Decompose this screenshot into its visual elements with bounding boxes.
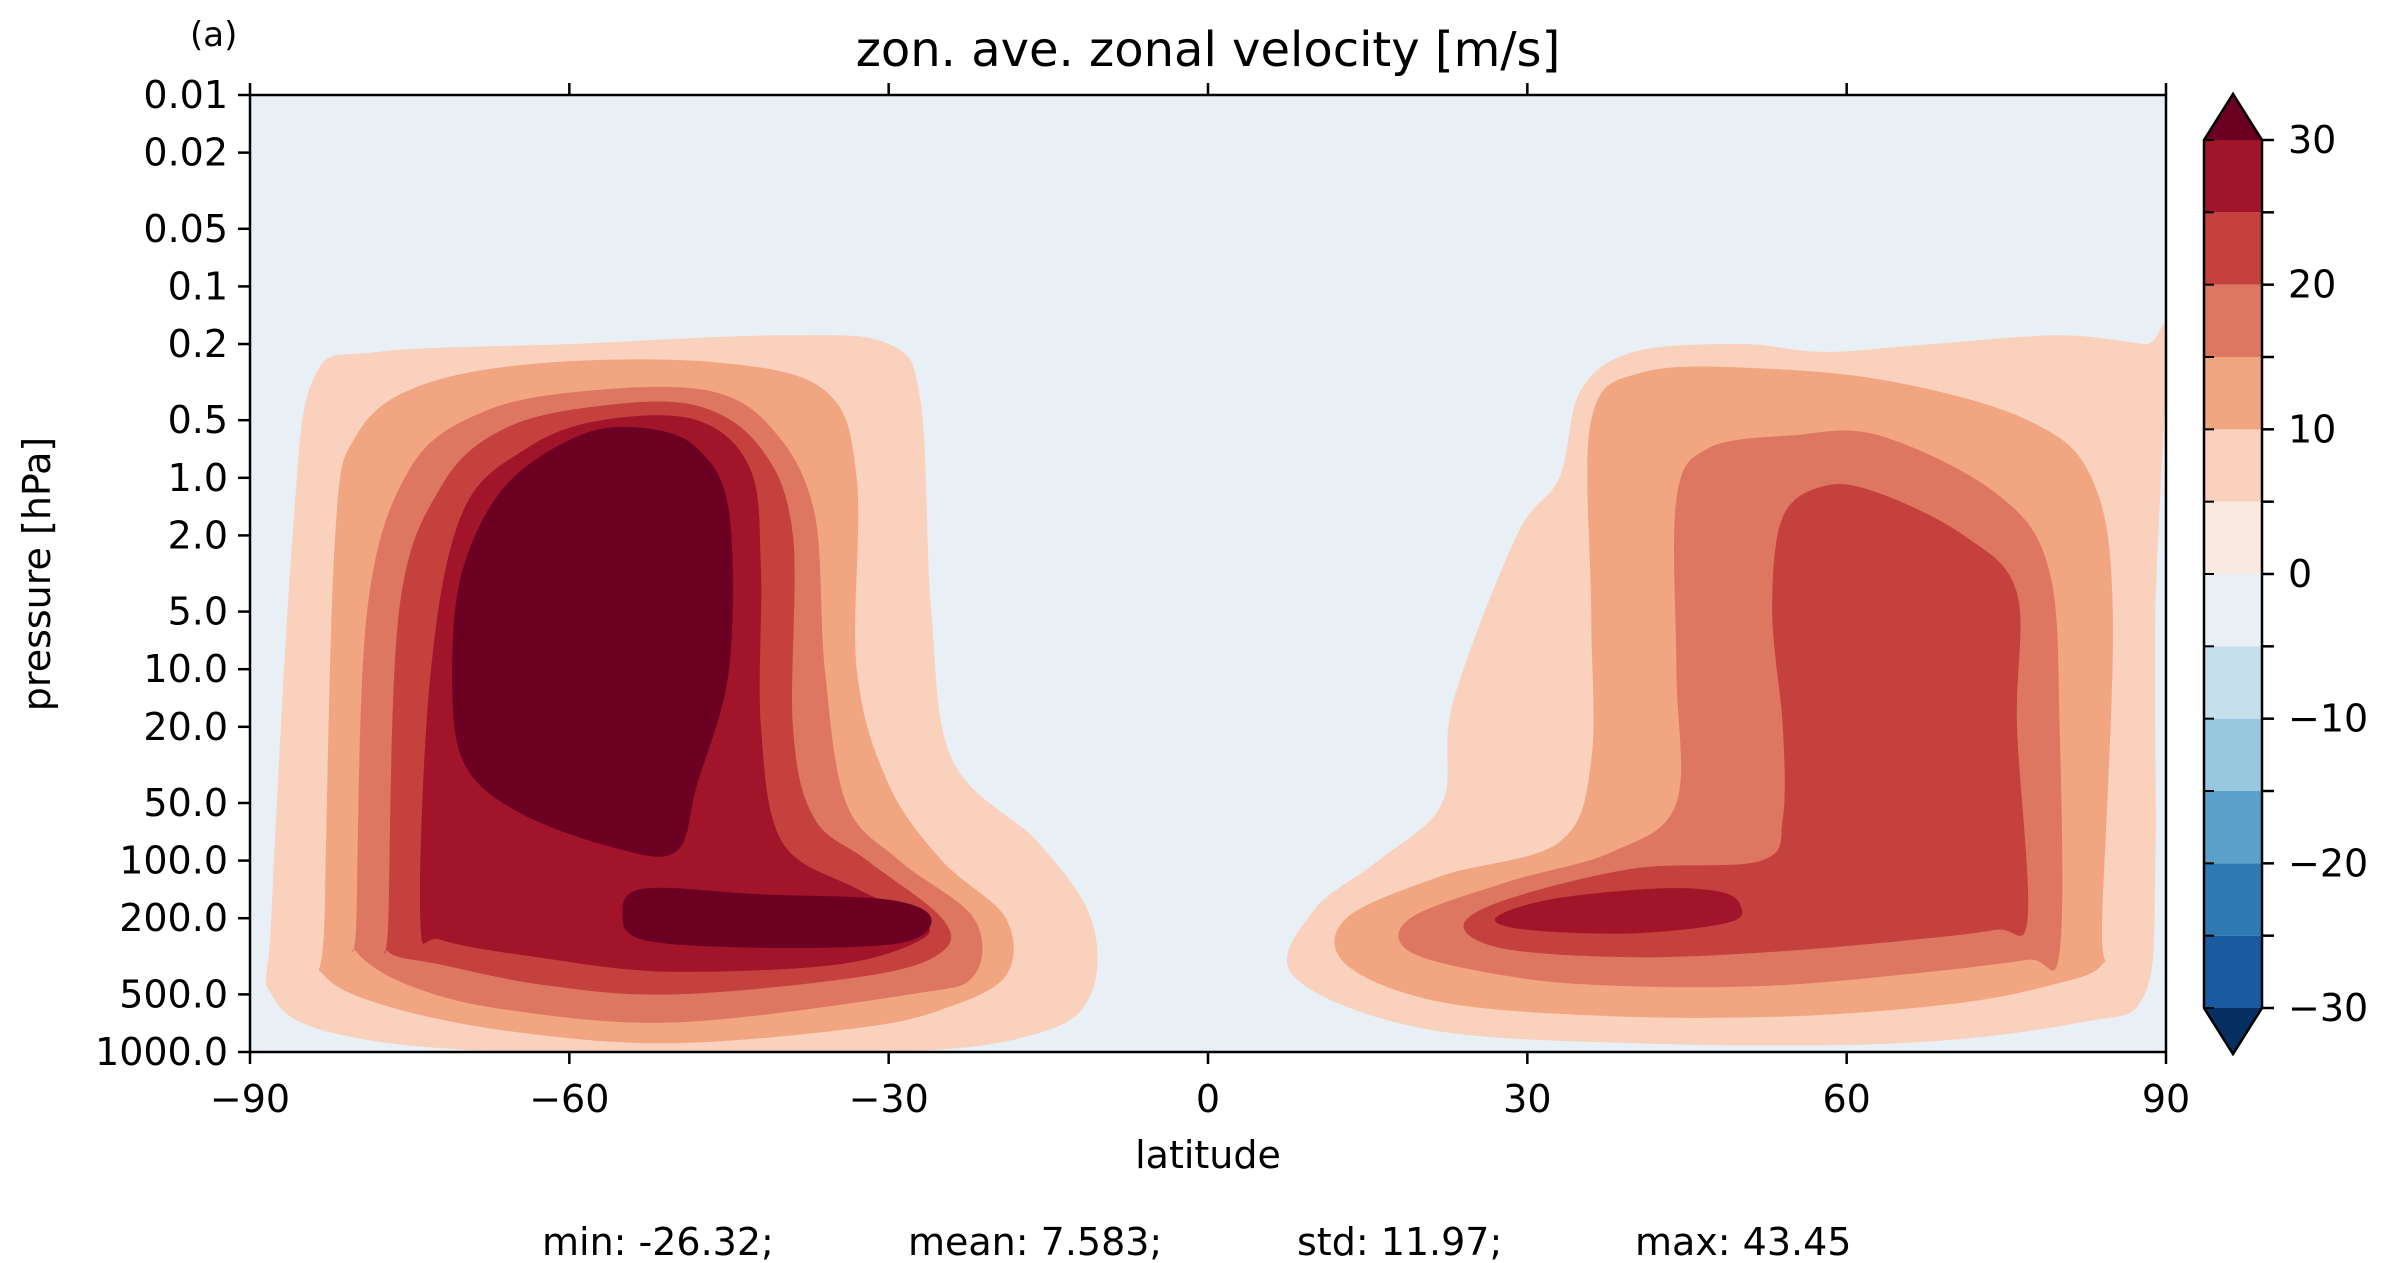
y-tick-label: 0.01 — [143, 73, 228, 117]
x-axis-ticks: −90 −60 −30 0 30 60 90 — [210, 83, 2190, 1121]
colorbar-band — [2204, 574, 2262, 647]
plot-area — [250, 95, 2166, 1052]
contour-region-20 — [1463, 483, 2029, 958]
x-tick-label: 60 — [1822, 1077, 1870, 1121]
x-tick-label: 0 — [1196, 1077, 1220, 1121]
x-tick-label: 30 — [1503, 1077, 1551, 1121]
colorbar-tick-label: 20 — [2288, 263, 2336, 307]
y-tick-label: 20.0 — [143, 705, 228, 749]
y-axis-ticks: 0.01 0.02 0.05 0.1 0.2 0.5 1.0 2.0 5.0 10.0 20.0 50… — [95, 73, 250, 1074]
colorbar-band — [2204, 646, 2262, 719]
colorbar-band — [2204, 284, 2262, 357]
colorbar-extend-max — [2204, 94, 2262, 140]
contour-region-25 — [1494, 888, 1743, 934]
y-tick-label: 100.0 — [119, 839, 228, 883]
colorbar-band — [2204, 429, 2262, 502]
contour-region-30 — [452, 426, 733, 857]
y-tick-label: 0.1 — [168, 264, 228, 308]
panel-label: (a) — [190, 15, 237, 55]
colorbar-band — [2204, 212, 2262, 285]
stat-std: std: 11.97; — [1297, 1220, 1502, 1263]
y-tick-label: 500.0 — [119, 972, 228, 1016]
colorbar-tick-label: −10 — [2288, 697, 2368, 741]
y-tick-label: 200.0 — [119, 896, 228, 940]
contour-region-30 — [622, 887, 932, 948]
colorbar-extend-min — [2204, 1008, 2262, 1054]
y-tick-label: 0.2 — [168, 322, 228, 366]
colorbar-tick-label: 30 — [2288, 118, 2336, 162]
y-tick-label: 1000.0 — [95, 1030, 228, 1074]
colorbar-tick-label: 0 — [2288, 552, 2312, 596]
y-tick-label: 50.0 — [143, 781, 228, 825]
x-tick-label: −30 — [849, 1077, 929, 1121]
colorbar-band — [2204, 863, 2262, 936]
colorbar-band — [2204, 718, 2262, 791]
x-axis-label: latitude — [1135, 1133, 1281, 1177]
stat-max: max: 43.45 — [1635, 1220, 1851, 1263]
y-axis-label: pressure [hPa] — [15, 437, 59, 711]
y-tick-label: 0.5 — [168, 398, 228, 442]
chart-title: zon. ave. zonal velocity [m/s] — [856, 22, 1561, 78]
y-tick-label: 1.0 — [168, 456, 228, 500]
contour-fills — [265, 324, 2166, 1052]
x-tick-label: −90 — [210, 1077, 290, 1121]
stat-mean: mean: 7.583; — [908, 1220, 1162, 1263]
colorbar: −30 −20 −10 0 10 20 30 — [2202, 91, 2368, 1057]
y-tick-label: 0.02 — [143, 131, 228, 175]
colorbar-band — [2204, 791, 2262, 864]
y-tick-label: 2.0 — [168, 513, 228, 557]
colorbar-tick-label: 10 — [2288, 407, 2336, 451]
colorbar-tick-label: −20 — [2288, 841, 2368, 885]
colorbar-band — [2204, 140, 2262, 213]
stat-min: min: -26.32; — [542, 1220, 774, 1263]
colorbar-tick-label: −30 — [2288, 986, 2368, 1030]
colorbar-band — [2204, 501, 2262, 574]
y-tick-label: 5.0 — [168, 590, 228, 634]
y-tick-label: 0.05 — [143, 207, 228, 251]
y-tick-label: 10.0 — [143, 647, 228, 691]
statistics-line: min: -26.32; mean: 7.583; std: 11.97; ma… — [542, 1220, 1851, 1263]
x-tick-label: 90 — [2142, 1077, 2190, 1121]
colorbar-band — [2204, 357, 2262, 430]
x-tick-label: −60 — [529, 1077, 609, 1121]
colorbar-band — [2204, 935, 2262, 1008]
